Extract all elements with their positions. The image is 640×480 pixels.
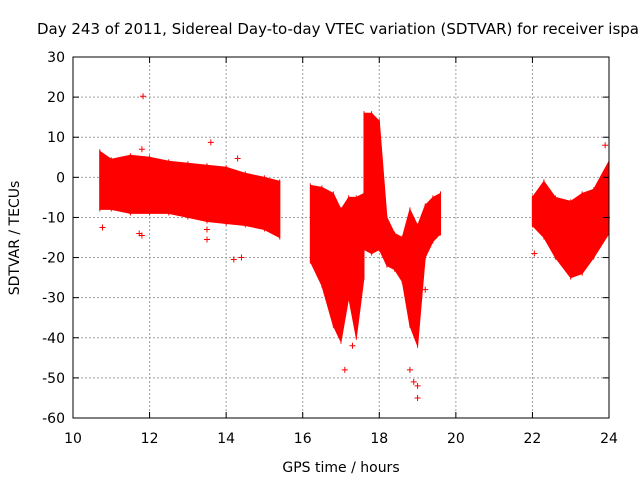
x-tick-label: 12 — [141, 431, 159, 447]
y-tick-label: -10 — [42, 210, 65, 226]
x-tick-label: 24 — [600, 431, 618, 447]
outlier-point — [429, 230, 436, 237]
x-tick-label: 20 — [447, 431, 465, 447]
y-tick-label: -40 — [42, 331, 65, 347]
data-layer — [99, 93, 611, 401]
y-tick-label: -60 — [42, 411, 65, 427]
outlier-point — [230, 256, 237, 263]
outlier-point — [531, 250, 538, 257]
y-tick-label: -20 — [42, 251, 65, 267]
x-axis-label: GPS time / hours — [282, 460, 399, 476]
outlier-point — [422, 286, 429, 293]
outlier-point — [234, 155, 241, 162]
x-tick-label: 16 — [294, 431, 312, 447]
outlier-point — [406, 366, 413, 373]
chart-title: Day 243 of 2011, Sidereal Day-to-day VTE… — [37, 20, 639, 38]
axis-ticks: 10 12 14 16 18 20 22 24 30 20 10 0 -10 -20 -30 -40 -50 -6… — [42, 50, 618, 447]
x-tick-label: 10 — [64, 431, 82, 447]
outlier-point — [207, 139, 214, 146]
x-tick-label: 22 — [524, 431, 542, 447]
data-band-1 — [99, 150, 281, 239]
y-tick-label: 20 — [47, 90, 65, 106]
y-tick-label: -30 — [42, 291, 65, 307]
outlier-point — [410, 378, 417, 385]
outlier-point — [136, 230, 143, 237]
outlier-point — [414, 382, 421, 389]
outlier-point — [349, 342, 356, 349]
outlier-point — [99, 224, 106, 231]
outlier-point — [204, 226, 210, 233]
outlier-point — [238, 254, 245, 261]
outlier-point — [433, 232, 440, 239]
x-tick-label: 18 — [370, 431, 388, 447]
plot-frame — [72, 56, 610, 419]
outlier-point — [140, 93, 147, 100]
outlier-point — [204, 236, 210, 243]
y-tick-label: -50 — [42, 371, 65, 387]
outlier-point — [138, 146, 145, 153]
data-band-3 — [363, 112, 441, 346]
y-axis-label: SDTVAR / TECUs — [7, 181, 23, 296]
y-tick-label: 10 — [47, 130, 65, 146]
outlier-point — [602, 142, 609, 149]
x-tick-label: 14 — [217, 431, 235, 447]
y-tick-label: 0 — [56, 170, 65, 186]
outlier-point — [414, 394, 421, 401]
y-tick-label: 30 — [47, 50, 65, 66]
outlier-point — [341, 366, 348, 373]
